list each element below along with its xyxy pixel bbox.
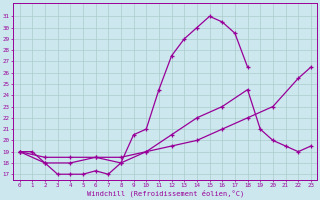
- X-axis label: Windchill (Refroidissement éolien,°C): Windchill (Refroidissement éolien,°C): [87, 190, 244, 197]
